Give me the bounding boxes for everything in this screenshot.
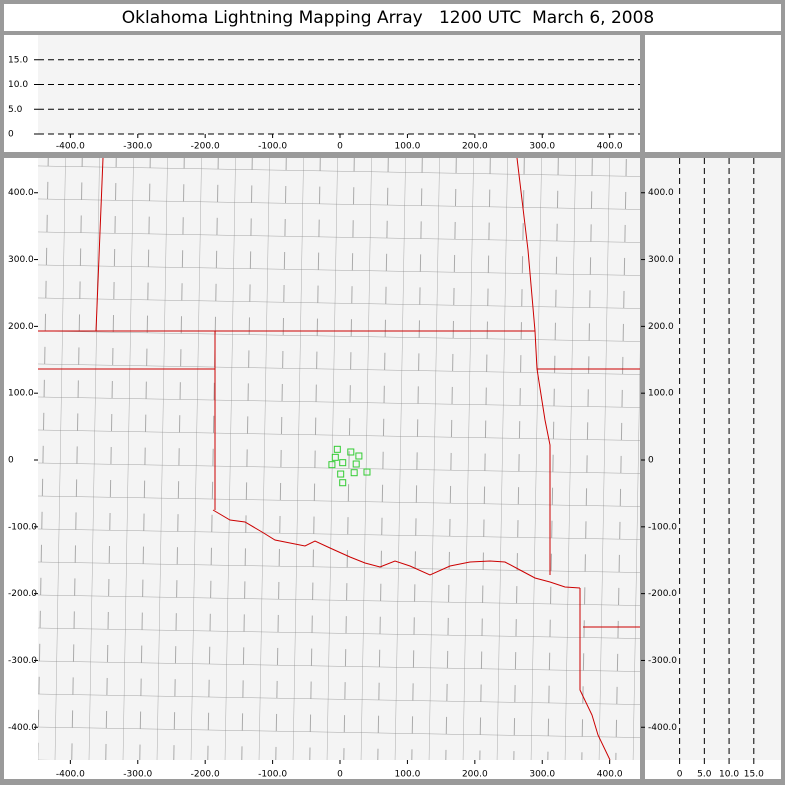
y-tick-label: 10.0 — [8, 80, 28, 90]
x-tick-label: 400.0 — [597, 142, 623, 152]
y-tick-label: 400.0 — [648, 188, 674, 198]
county-lines — [38, 158, 640, 760]
y-tick-label: 400.0 — [8, 188, 34, 198]
y-tick-label: -300.0 — [8, 656, 37, 666]
map-base — [38, 158, 640, 760]
y-tick-label: -100.0 — [648, 522, 677, 532]
x-tick-label: 0 — [337, 142, 343, 152]
x-tick-label: 200.0 — [462, 142, 488, 152]
y-tick-label: 200.0 — [8, 322, 34, 332]
left-labels: 0 5.0 10.0 15.0 -400.0 -300.0 -200.0 -100.0 0 100… — [8, 55, 37, 733]
corner-panel — [645, 35, 781, 152]
y-tick-label: 300.0 — [648, 255, 674, 265]
x-tick-label: 100.0 — [395, 142, 421, 152]
x-tick-label: 15.0 — [744, 770, 764, 780]
y-tick-label: 15.0 — [8, 55, 28, 65]
y-tick-label: 0 — [648, 456, 654, 466]
x-tick-label: 0 — [677, 770, 683, 780]
y-tick-label: -400.0 — [8, 723, 37, 733]
lightning-source — [355, 452, 363, 460]
y-tick-label: 5.0 — [8, 105, 23, 115]
lightning-source — [347, 448, 355, 456]
y-tick-label: -300.0 — [648, 656, 677, 666]
x-tick-label: 300.0 — [529, 142, 555, 152]
y-tick-label: -200.0 — [648, 589, 677, 599]
y-tick-label: -400.0 — [648, 723, 677, 733]
x-tick-label: -300.0 — [123, 770, 152, 780]
x-tick-label: -400.0 — [56, 142, 85, 152]
x-tick-label: 400.0 — [597, 770, 623, 780]
right-plot — [645, 158, 781, 760]
x-tick-label: -200.0 — [191, 142, 220, 152]
x-tick-label: -400.0 — [56, 770, 85, 780]
y-tick-label: -200.0 — [8, 589, 37, 599]
y-tick-label: 100.0 — [648, 389, 674, 399]
lightning-source — [339, 459, 347, 467]
lightning-source — [337, 470, 345, 478]
plot-layer: -400.0 -300.0 -200.0 -100.0 0 100.0 200.0 300.0… — [34, 59, 764, 780]
x-tick-label: 200.0 — [462, 770, 488, 780]
x-tick-label: 10.0 — [719, 770, 739, 780]
state-borders — [38, 158, 640, 760]
x-tick-label: -300.0 — [123, 142, 152, 152]
y-tick-label: 300.0 — [8, 255, 34, 265]
lightning-source — [352, 460, 360, 468]
x-tick-label: 100.0 — [395, 770, 421, 780]
y-tick-label: 200.0 — [648, 322, 674, 332]
lightning-source — [350, 469, 358, 477]
lightning-source — [363, 468, 371, 476]
lightning-source — [328, 461, 336, 469]
y-tick-label: -100.0 — [8, 522, 37, 532]
x-tick-label: 0 — [337, 770, 343, 780]
y-tick-label: 0 — [8, 456, 14, 466]
title-bar — [4, 4, 781, 31]
chart-title: Oklahoma Lightning Mapping Array 1200 UT… — [122, 8, 654, 28]
x-tick-label: 5.0 — [697, 770, 712, 780]
lightning-source — [339, 479, 347, 487]
x-tick-label: -100.0 — [258, 770, 287, 780]
lightning-source — [331, 453, 339, 461]
y-tick-label: 0 — [8, 130, 14, 140]
x-tick-label: 300.0 — [529, 770, 555, 780]
lightning-source — [333, 445, 341, 453]
x-tick-label: -100.0 — [258, 142, 287, 152]
y-tick-label: 100.0 — [8, 389, 34, 399]
x-tick-label: -200.0 — [191, 770, 220, 780]
